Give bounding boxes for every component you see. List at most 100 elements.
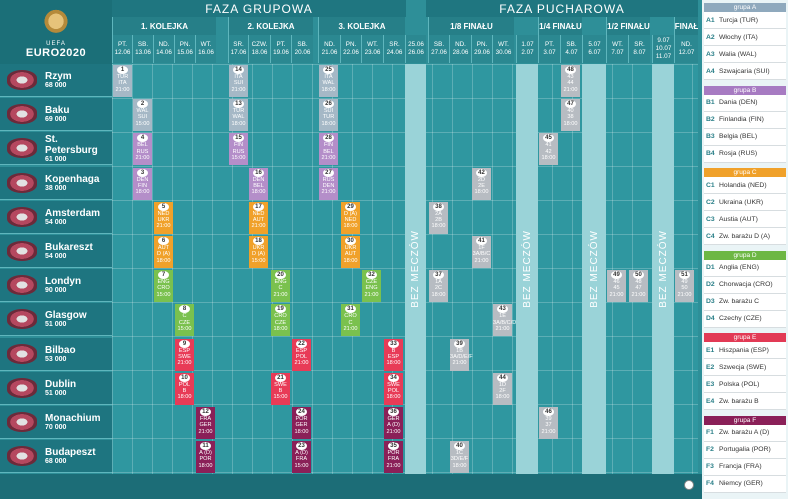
- match-cell[interactable]: 25 ITA WAL 18:00: [319, 65, 338, 97]
- stadium-icon: [7, 70, 37, 90]
- team-name: Francja (FRA): [719, 463, 762, 470]
- match-line: TUR: [232, 108, 245, 115]
- match-cell[interactable]: 35 POR FRA 21:00: [384, 441, 403, 474]
- city-text: Dublin 51 000: [45, 379, 76, 397]
- team-name: Portugalia (POR): [719, 446, 771, 453]
- date-day: 25.06: [408, 41, 424, 48]
- match-cell[interactable]: 3 DEN FIN 18:00: [133, 167, 152, 200]
- match-cell[interactable]: 14 ITA SUI 21:00: [229, 65, 248, 97]
- match-line: A (D): [387, 422, 400, 429]
- date-day: ND.: [681, 41, 692, 48]
- match-line: RUS: [232, 148, 245, 155]
- date-header: SR. 8.07: [628, 35, 650, 63]
- group-box: grupa A A1 Turcja (TUR) A2 Włochy (ITA) A3 Wal…: [704, 3, 786, 80]
- match-cell[interactable]: 9 ESP SWE 21:00: [175, 338, 194, 371]
- match-cell[interactable]: 31 CRO C 21:00: [341, 304, 360, 337]
- match-cell[interactable]: 43 1E 3A/B/C/D 21:00: [493, 304, 516, 337]
- match-cell[interactable]: 30 UKR AUT 18:00: [341, 236, 360, 268]
- match-line: 21:00: [198, 428, 213, 435]
- match-cell[interactable]: 48 43 44 21:00: [561, 65, 580, 97]
- match-cell[interactable]: 21 SWE B 15:00: [271, 372, 290, 405]
- date-num: 12.06: [114, 49, 131, 56]
- match-line: BEL: [137, 142, 148, 149]
- group-box: grupa D D1 Anglia (ENG) D2 Chorwacja (CRO) D3…: [704, 250, 786, 328]
- match-cell[interactable]: 28 FIN BEL 21:00: [319, 133, 338, 166]
- match-cell[interactable]: 49 46 45 21:00: [607, 270, 626, 303]
- match-cell[interactable]: 46 39 37 21:00: [539, 407, 558, 439]
- match-cell[interactable]: 24 POR GER 18:00: [292, 407, 311, 439]
- group-box: grupa F F1 Zw. barażu A (D) F2 Portugalia (P…: [704, 415, 786, 493]
- match-cell[interactable]: 27 RUS DEN 21:00: [319, 167, 338, 200]
- match-cell[interactable]: 7 ENG CRO 15:00: [154, 270, 173, 303]
- match-cell[interactable]: 34 SWE POL 18:00: [384, 372, 403, 405]
- match-cell[interactable]: 6 AUT D (A) 18:00: [154, 236, 173, 268]
- date-num: 10.07 11.07: [655, 45, 672, 60]
- date-day: CZW.: [251, 41, 268, 48]
- match-cell[interactable]: 39 1B 3A/D/E/F 21:00: [450, 338, 473, 371]
- match-cell[interactable]: 29 D (A) NED 18:00: [341, 201, 360, 234]
- match-cell[interactable]: 11 A (D) POR 18:00: [196, 441, 215, 474]
- group-team: C2 Ukraina (UKR): [704, 194, 786, 211]
- match-cell[interactable]: 36 GER A (D) 21:00: [384, 407, 403, 439]
- match-cell[interactable]: 17 NED AUT 21:00: [249, 201, 268, 234]
- city-row: Bilbao 53 000: [0, 337, 112, 371]
- match-cell[interactable]: 44 1D 2F 18:00: [493, 372, 512, 405]
- city-capacity: 90 000: [45, 287, 67, 295]
- match-cell[interactable]: 47 40 38 18:00: [561, 99, 580, 132]
- match-cell[interactable]: 1 TUR ITA 21:00: [113, 65, 132, 97]
- match-cell[interactable]: 50 48 47 21:00: [629, 270, 648, 303]
- match-cell[interactable]: 19 CRO CZE 18:00: [271, 304, 290, 337]
- match-cell[interactable]: 32 CZE ENG 21:00: [362, 270, 381, 303]
- date-num: 27.06: [431, 49, 447, 56]
- group-team: A2 Włochy (ITA): [704, 29, 786, 46]
- team-code: E2: [706, 363, 715, 371]
- city-name: Budapeszt: [45, 447, 96, 459]
- group-title: grupa F: [704, 415, 786, 425]
- match-number: 37: [433, 271, 444, 280]
- match-cell[interactable]: 2 WAL SUI 15:00: [133, 99, 152, 132]
- date-num: 20.06: [294, 49, 311, 56]
- match-cell[interactable]: 41 1F 3A/B/C 21:00: [472, 236, 491, 268]
- match-cell[interactable]: 15 FIN RUS 15:00: [229, 133, 248, 166]
- round-header: 2. KOLEJKA: [228, 17, 313, 35]
- match-cell[interactable]: 40 1C 3D/E/F 18:00: [450, 441, 469, 474]
- match-cell[interactable]: 45 41 42 18:00: [539, 133, 558, 166]
- match-cell[interactable]: 10 POL B 18:00: [175, 372, 194, 405]
- match-cell[interactable]: 23 A (D) FRA 15:00: [292, 441, 311, 474]
- match-line: DEN: [136, 176, 149, 183]
- match-cell[interactable]: 20 ENG C 21:00: [271, 270, 290, 303]
- match-line: D (A): [343, 210, 358, 217]
- match-cell[interactable]: 33 B ESP 18:00: [384, 338, 403, 371]
- match-line: SUI: [323, 108, 334, 115]
- team-code: B2: [706, 116, 715, 123]
- match-line: 2F: [499, 388, 506, 395]
- match-number: 42: [476, 168, 487, 177]
- match-line: FIN: [137, 182, 147, 189]
- match-cell[interactable]: 37 1A 2C 18:00: [429, 270, 448, 303]
- group-title: grupa D: [704, 250, 786, 260]
- match-cell[interactable]: 38 2A 2B 18:00: [429, 201, 448, 234]
- group-team: B1 Dania (DEN): [704, 95, 786, 112]
- group-team: D2 Chorwacja (CRO): [704, 277, 786, 294]
- match-line: 21:00: [609, 291, 624, 298]
- match-cell[interactable]: 42 2D 2E 18:00: [472, 167, 491, 200]
- date-num: 12.07: [678, 49, 695, 56]
- match-cell[interactable]: 16 DEN BEL 18:00: [249, 167, 268, 200]
- date-num: 2.07: [521, 49, 534, 56]
- match-cell[interactable]: 12 FRA GER 21:00: [196, 407, 215, 439]
- match-cell[interactable]: 18 UKR D (A) 15:00: [249, 236, 268, 268]
- match-line: 18:00: [541, 154, 556, 161]
- team-name: Turcja (TUR): [719, 16, 759, 24]
- group-team: E2 Szwecja (SWE): [704, 359, 786, 376]
- match-cell[interactable]: 13 TUR WAL 18:00: [229, 99, 248, 132]
- match-cell[interactable]: 22 ESP POL 21:00: [292, 338, 311, 371]
- match-cell[interactable]: 26 SUI TUR 18:00: [319, 99, 338, 132]
- match-line: B: [278, 388, 283, 395]
- match-number: 32: [366, 271, 377, 280]
- match-cell[interactable]: 8 C CZE 15:00: [175, 304, 194, 337]
- date-header: WT. 16.06: [195, 35, 216, 63]
- match-cell[interactable]: 5 NED UKR 21:00: [154, 201, 173, 234]
- match-cell[interactable]: 51 49 50 21:00: [675, 270, 694, 303]
- match-line: RUS: [322, 176, 335, 183]
- match-cell[interactable]: 4 BEL RUS 21:00: [133, 133, 152, 166]
